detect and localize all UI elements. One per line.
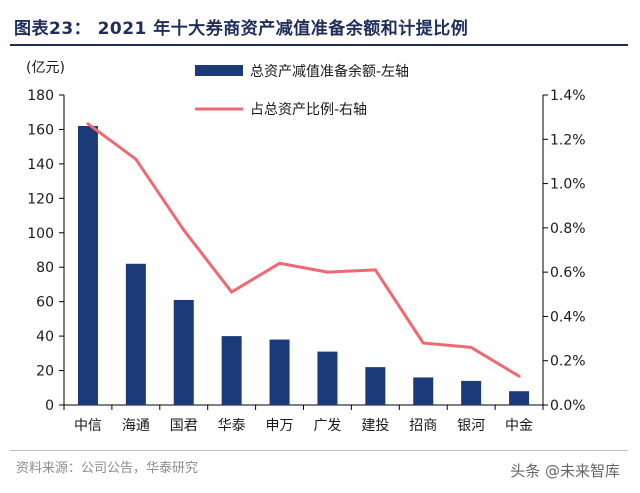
watermark: 头条 @未来智库 — [510, 462, 620, 480]
bar — [365, 367, 386, 405]
category-label: 招商 — [409, 418, 437, 434]
left-tick-label: 100 — [27, 226, 54, 242]
line-point — [517, 374, 521, 378]
left-tick-label: 140 — [27, 157, 54, 173]
title-divider — [10, 44, 628, 46]
category-label: 华泰 — [218, 418, 246, 434]
bar — [269, 339, 290, 405]
left-tick-label: 160 — [27, 122, 54, 138]
bar — [413, 377, 434, 405]
bar — [317, 351, 338, 405]
line-point — [134, 157, 138, 161]
category-label: 银河 — [457, 418, 485, 434]
legend-swatch-bar — [195, 65, 243, 76]
x-axis: 中信 海通 国君 华泰 申万 广发 建投 招商 银河 中金 — [63, 404, 544, 434]
source-divider — [10, 450, 628, 451]
line-point — [325, 270, 329, 274]
category-label: 申万 — [266, 418, 294, 434]
legend: 总资产减值准备余额-左轴 占总资产比例-右轴 — [195, 63, 409, 118]
category-label: 海通 — [122, 418, 150, 434]
line-point — [373, 268, 377, 272]
right-axis: 0.0% 0.2% 0.4% 0.6% 0.8% 1.0% 1.2% 1.4% — [542, 88, 586, 414]
bar — [221, 336, 242, 405]
right-tick-label: 0.4% — [550, 309, 586, 325]
left-tick-label: 40 — [36, 329, 54, 345]
bar — [125, 263, 146, 405]
left-tick-label: 80 — [36, 260, 54, 276]
left-axis-unit: (亿元) — [26, 60, 65, 76]
bar — [461, 380, 482, 405]
left-axis: 0 20 40 60 80 100 120 140 160 180 — [27, 88, 65, 414]
left-tick-label: 180 — [27, 88, 54, 104]
left-tick-label: 60 — [36, 295, 54, 311]
source-note: 资料来源：公司公告，华泰研究 — [16, 461, 199, 476]
category-label: 建投 — [361, 418, 389, 434]
bar — [173, 299, 194, 405]
left-tick-label: 20 — [36, 364, 54, 380]
category-label: 中信 — [74, 418, 102, 434]
line-point — [230, 290, 234, 294]
bar — [77, 126, 98, 405]
line-point — [182, 228, 186, 232]
line-point — [421, 341, 425, 345]
right-tick-label: 1.2% — [550, 132, 586, 148]
chart-title: 图表23： 2021 年十大券商资产减值准备余额和计提比例 — [14, 19, 469, 39]
right-tick-label: 0.8% — [550, 221, 586, 237]
line-point — [469, 345, 473, 349]
legend-label-line: 占总资产比例-右轴 — [250, 102, 367, 118]
right-tick-label: 0.2% — [550, 354, 586, 370]
right-tick-label: 0.6% — [550, 265, 586, 281]
right-tick-label: 0.0% — [550, 398, 586, 414]
line-point — [86, 122, 90, 126]
category-label: 广发 — [313, 418, 341, 434]
bar — [509, 391, 530, 405]
bar-series — [77, 126, 530, 405]
right-tick-label: 1.4% — [550, 88, 586, 104]
line-series — [86, 122, 521, 378]
line-point — [278, 261, 282, 265]
legend-label-bar: 总资产减值准备余额-左轴 — [250, 63, 409, 80]
category-label: 中金 — [505, 418, 533, 434]
right-tick-label: 1.0% — [550, 177, 586, 193]
category-label: 国君 — [170, 418, 198, 434]
left-tick-label: 120 — [27, 191, 54, 207]
left-tick-label: 0 — [45, 398, 54, 414]
line-path — [87, 122, 520, 378]
